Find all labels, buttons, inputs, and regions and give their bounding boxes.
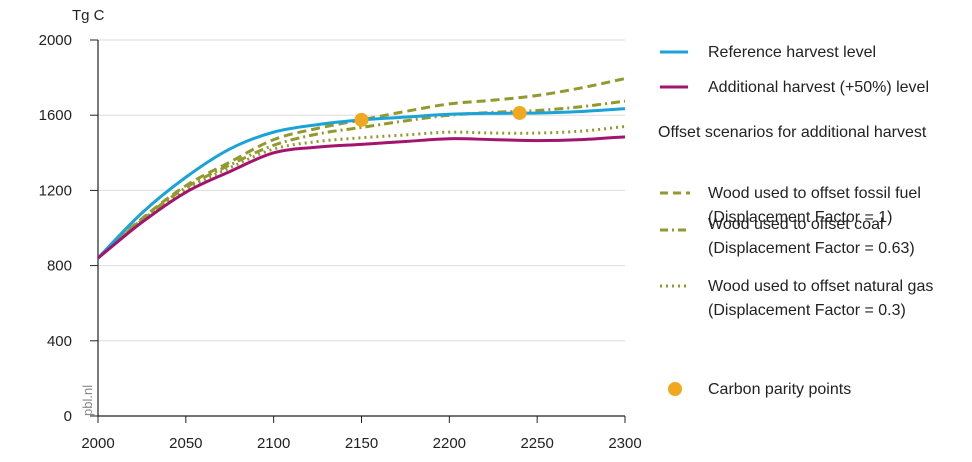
legend-label-parity: Carbon parity points — [708, 381, 851, 398]
legend-sublabel-gas: (Displacement Factor = 0.3) — [708, 302, 906, 319]
legend-label-coal: Wood used to offset coal — [708, 216, 884, 233]
y-axis-unit-label: Tg C — [72, 7, 105, 24]
series-line-3 — [97, 99, 626, 260]
x-tick-label-2250: 2250 — [520, 435, 553, 452]
series-line-2 — [96, 77, 626, 260]
x-tick-label-2050: 2050 — [169, 435, 202, 452]
series-lines — [96, 77, 626, 260]
y-tick-label-1600: 1600 — [39, 107, 72, 124]
x-tick-label-2100: 2100 — [257, 435, 290, 452]
source-label: pbl.nl — [80, 385, 95, 416]
grid-lines — [98, 39, 625, 342]
y-axis-ticks: 0 400 800 1200 1600 2000 — [39, 32, 98, 425]
y-tick-label-800: 800 — [47, 258, 72, 275]
x-tick-label-2200: 2200 — [433, 435, 466, 452]
legend-sublabel-fossil: (Displacement Factor = 1) — [708, 209, 893, 226]
x-axis-ticks: 2000 2050 2100 2150 2200 2250 2300 — [81, 416, 642, 452]
parity-point-0 — [354, 112, 369, 127]
legend-label-fossil: Wood used to offset fossil fuel — [708, 185, 921, 202]
legend-sublabel-coal: (Displacement Factor = 0.63) — [708, 240, 915, 257]
parity-point-1 — [512, 105, 527, 120]
x-tick-label-2000: 2000 — [81, 435, 114, 452]
legend-label-gas: Wood used to offset natural gas — [708, 278, 933, 295]
y-tick-label-1200: 1200 — [39, 182, 72, 199]
legend-swatch-parity — [668, 382, 682, 396]
y-tick-label-400: 400 — [47, 333, 72, 350]
x-tick-label-2150: 2150 — [345, 435, 378, 452]
parity-markers — [354, 105, 527, 127]
legend: Reference harvest level Additional harve… — [658, 44, 933, 398]
series-line-0 — [96, 107, 626, 260]
axes — [97, 40, 625, 417]
legend-heading: Offset scenarios for additional harvest — [658, 124, 927, 141]
y-tick-label-2000: 2000 — [39, 32, 72, 49]
legend-label-additional: Additional harvest (+50%) level — [708, 79, 929, 96]
y-tick-label-0: 0 — [64, 408, 72, 425]
legend-label-reference: Reference harvest level — [708, 44, 876, 61]
x-tick-label-2300: 2300 — [608, 435, 641, 452]
series-line-1 — [97, 135, 626, 260]
